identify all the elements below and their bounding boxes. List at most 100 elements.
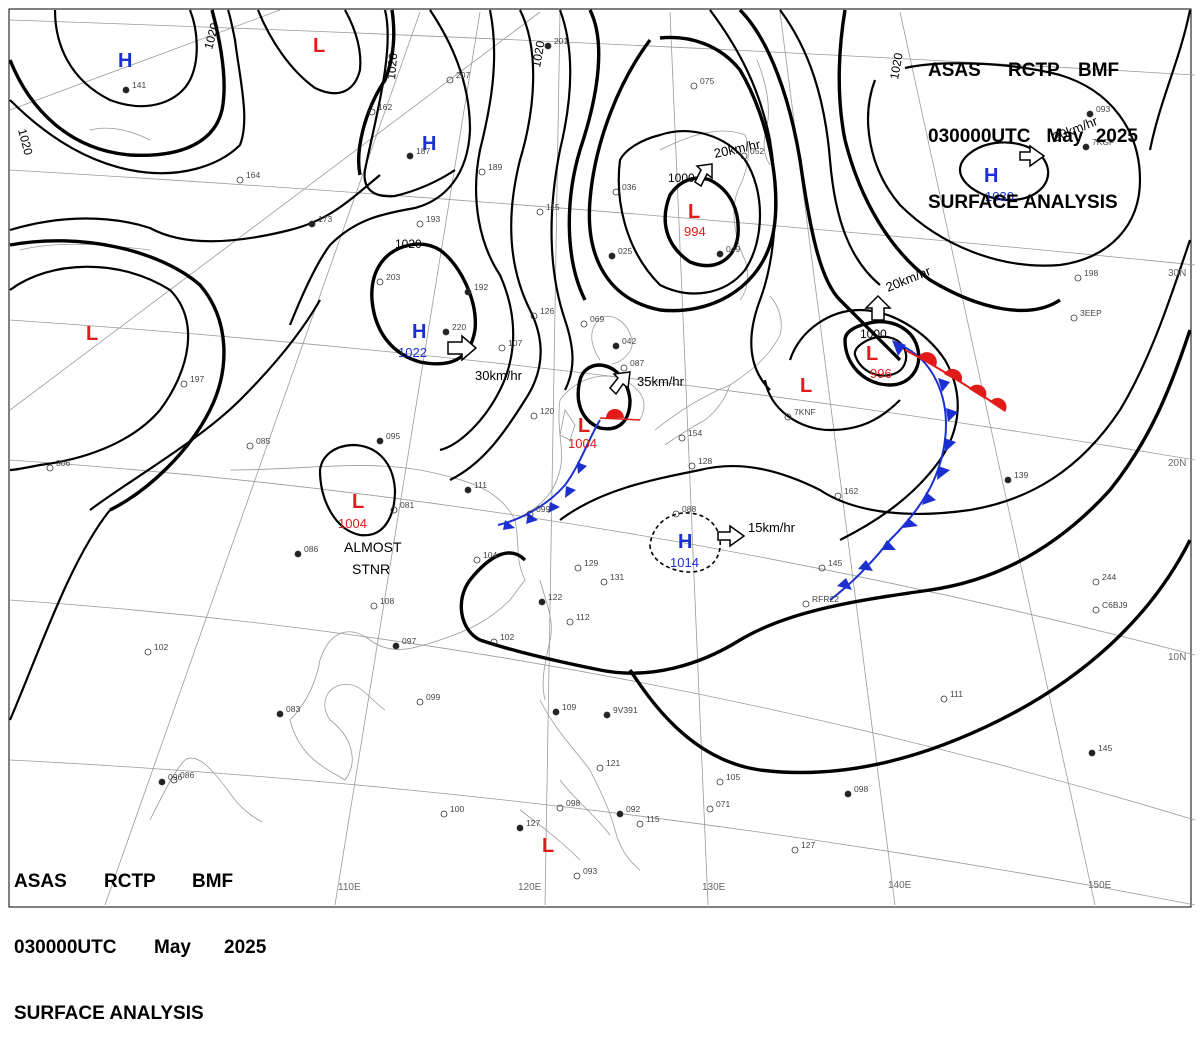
station-marker bbox=[802, 600, 810, 608]
station-marker bbox=[612, 188, 620, 196]
station-marker bbox=[370, 602, 378, 610]
low-pressure-center: L bbox=[313, 35, 325, 57]
station-label: 071 bbox=[716, 799, 730, 809]
station-label: 139 bbox=[1014, 470, 1028, 480]
station-label: 093 bbox=[1096, 104, 1110, 114]
low-pressure-value: 1004 bbox=[338, 516, 367, 531]
station-label: 127 bbox=[526, 818, 540, 828]
station-label: 201 bbox=[554, 36, 568, 46]
station-marker bbox=[566, 618, 574, 626]
station-label: 111 bbox=[950, 689, 963, 699]
station-label: 102 bbox=[154, 642, 168, 652]
station-label: 086 bbox=[180, 770, 194, 780]
station-marker bbox=[498, 344, 506, 352]
station-marker bbox=[636, 820, 644, 828]
isobar-labels: 1020 1020 1020 1020 1020 1020 1000 1000 bbox=[15, 21, 906, 341]
motion-arrow bbox=[1019, 144, 1046, 168]
station-marker bbox=[1004, 476, 1012, 484]
station-marker bbox=[376, 278, 384, 286]
grid-labels: 110E 120E 130E 140E 150E 30N 20N 10N bbox=[338, 268, 1186, 893]
motion-arrow bbox=[864, 294, 892, 321]
header-year: 2025 bbox=[1095, 126, 1138, 147]
station-marker bbox=[791, 846, 799, 854]
station-label: 088 bbox=[682, 504, 696, 514]
station-label: 128 bbox=[698, 456, 712, 466]
header-agency: ASAS bbox=[928, 60, 981, 81]
station-marker bbox=[158, 778, 166, 786]
station-label: 081 bbox=[400, 500, 414, 510]
station-marker bbox=[1086, 110, 1094, 118]
cold-front-2 bbox=[829, 344, 947, 601]
isobar-label: 1020 bbox=[384, 52, 400, 80]
station-label: 121 bbox=[606, 758, 620, 768]
station-marker bbox=[740, 152, 748, 160]
station-label: 111 bbox=[474, 480, 487, 490]
station-label: 099 bbox=[426, 692, 440, 702]
motion-label: 15km/hr bbox=[748, 520, 796, 535]
station-label: 131 bbox=[610, 572, 624, 582]
station-label: 109 bbox=[562, 702, 576, 712]
longitude-label: 150E bbox=[1088, 880, 1112, 891]
station-marker bbox=[530, 412, 538, 420]
almost-label: ALMOST bbox=[344, 539, 402, 555]
header-year: 2025 bbox=[224, 937, 267, 958]
station-marker bbox=[1070, 314, 1078, 322]
motion-label: 30km/hr bbox=[475, 368, 523, 383]
station-marker bbox=[446, 76, 454, 84]
station-label: 099 bbox=[536, 504, 550, 514]
station-label: 075 bbox=[700, 76, 714, 86]
isobar-label: 1020 bbox=[395, 237, 422, 251]
station-marker bbox=[706, 805, 714, 813]
station-label: 104 bbox=[483, 550, 497, 560]
station-label: 115 bbox=[546, 202, 560, 212]
station-label: 220 bbox=[452, 322, 466, 332]
station-label: 192 bbox=[474, 282, 488, 292]
station-marker bbox=[690, 82, 698, 90]
isobar-label: 1020 bbox=[887, 51, 905, 80]
station-marker bbox=[294, 550, 302, 558]
station-label: 162 bbox=[844, 486, 858, 496]
cold-front-1 bbox=[497, 419, 601, 526]
station-label: 095 bbox=[386, 431, 400, 441]
station-marker bbox=[376, 437, 384, 445]
station-marker bbox=[716, 250, 724, 258]
high-pressure-center: H bbox=[678, 531, 692, 553]
station-marker bbox=[536, 208, 544, 216]
station-marker bbox=[530, 312, 538, 320]
motion-arrow bbox=[447, 334, 478, 362]
header-month: May bbox=[154, 937, 191, 958]
station-marker bbox=[612, 342, 620, 350]
station-marker bbox=[1082, 143, 1090, 151]
longitude-label: 140E bbox=[888, 880, 912, 891]
station-label: 108 bbox=[380, 596, 394, 606]
station-marker bbox=[406, 152, 414, 160]
station-label: 7KGF bbox=[1092, 137, 1114, 147]
station-label: 120 bbox=[540, 406, 554, 416]
station-marker bbox=[516, 824, 524, 832]
station-label: 042 bbox=[622, 336, 636, 346]
station-marker bbox=[180, 380, 188, 388]
station-marker bbox=[678, 434, 686, 442]
low-pressure-value: 996 bbox=[870, 366, 892, 381]
station-label: 203 bbox=[386, 272, 400, 282]
station-label: 141 bbox=[132, 80, 146, 90]
station-marker bbox=[440, 810, 448, 818]
isobar-label: 1020 bbox=[201, 21, 222, 51]
station-marker bbox=[464, 288, 472, 296]
station-label: 100 bbox=[450, 804, 464, 814]
station-marker bbox=[608, 252, 616, 260]
station-label: 198 bbox=[1084, 268, 1098, 278]
low-pressure-center: L bbox=[688, 201, 700, 223]
surface-analysis-map: 1020 1020 1020 1020 1020 1020 1000 1000 bbox=[8, 8, 1196, 908]
latitude-label: 10N bbox=[1168, 652, 1186, 663]
high-pressure-center: H bbox=[984, 165, 998, 187]
low-pressure-value: 994 bbox=[684, 224, 706, 239]
station-label: 187 bbox=[416, 146, 430, 156]
station-label: 126 bbox=[540, 306, 554, 316]
high-pressure-value: 1014 bbox=[670, 555, 699, 570]
low-pressure-center: L bbox=[578, 415, 590, 437]
station-marker bbox=[672, 510, 680, 518]
station-marker bbox=[392, 642, 400, 650]
isobars bbox=[8, 8, 1192, 775]
station-label: 069 bbox=[590, 314, 604, 324]
